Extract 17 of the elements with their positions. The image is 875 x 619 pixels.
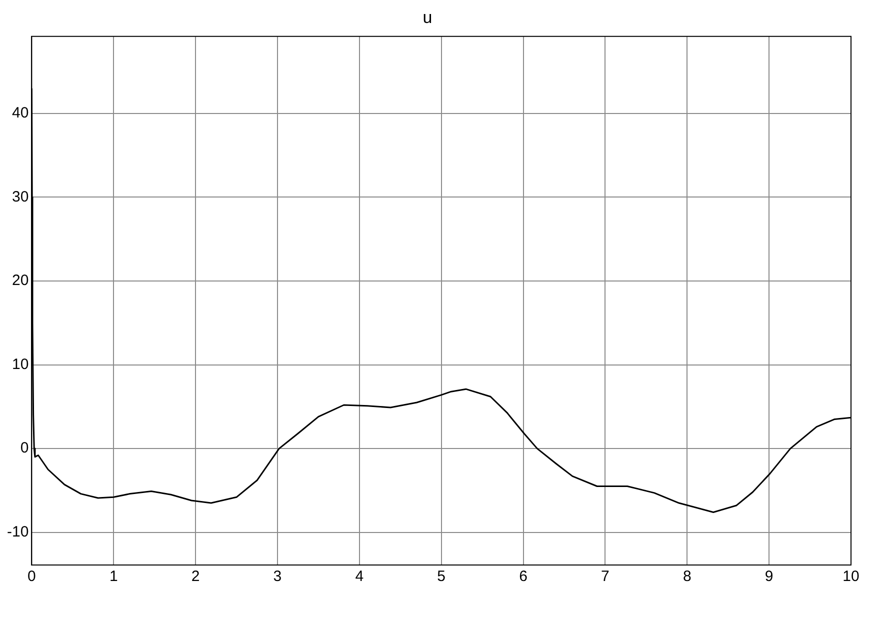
x-tick-label: 8 bbox=[682, 568, 692, 586]
x-tick-label: 4 bbox=[355, 568, 364, 586]
x-tick-label: 1 bbox=[109, 568, 118, 586]
y-tick-label: 0 bbox=[20, 440, 29, 457]
x-tick-label: 6 bbox=[519, 568, 528, 586]
x-tick-label: 9 bbox=[764, 568, 774, 586]
x-tick-label: 5 bbox=[437, 568, 446, 586]
y-tick-label: 30 bbox=[12, 188, 29, 206]
x-tick-label: 3 bbox=[273, 568, 282, 586]
x-tick-label: 7 bbox=[601, 568, 610, 586]
y-tick-label: -10 bbox=[6, 523, 29, 540]
x-tick-label: 10 bbox=[842, 568, 860, 586]
chart-title: u bbox=[422, 8, 432, 27]
x-tick-label: 2 bbox=[191, 568, 200, 586]
y-tick-label: 40 bbox=[12, 104, 29, 122]
y-tick-label: 20 bbox=[12, 272, 29, 290]
y-tick-label: 10 bbox=[12, 356, 29, 373]
